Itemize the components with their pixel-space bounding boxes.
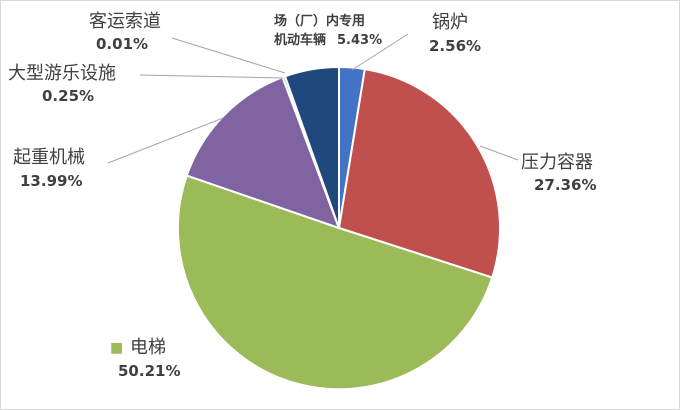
label-pct-boiler: 2.56%	[429, 37, 481, 55]
label-name-pressure-vessel: 压力容器	[521, 152, 593, 173]
label-name-vehicle-line1: 场（厂）内专用	[274, 13, 365, 29]
legend-marker-elevator: ■	[110, 340, 123, 356]
leader-line-ropeway	[171, 37, 286, 74]
label-pct-vehicle: 5.43%	[337, 33, 382, 48]
label-name-crane: 起重机械	[13, 147, 85, 168]
label-pct-amusement: 0.25%	[42, 87, 94, 105]
label-name-boiler: 锅炉	[432, 12, 468, 33]
label-pct-crane: 13.99%	[20, 172, 82, 190]
pie-slices	[176, 65, 501, 391]
label-name-ropeway: 客运索道	[89, 11, 161, 32]
label-name-elevator: 电梯	[130, 337, 166, 358]
leader-line-pressure-vessel	[479, 145, 519, 161]
pie-slice-pressure-vessel	[337, 67, 501, 279]
leader-line-crane	[107, 117, 224, 164]
pie-slice-crane	[185, 75, 341, 230]
leader-line-amusement	[139, 74, 284, 79]
data-labels: 锅炉 2.56% 压力容器 27.36% ■ 电梯 50.21% 起重机械 13…	[8, 11, 596, 380]
label-pct-ropeway: 0.01%	[96, 35, 148, 53]
leader-line-boiler	[351, 33, 409, 71]
label-pct-pressure-vessel: 27.36%	[534, 176, 596, 194]
label-name-vehicle-line2: 机动车辆	[274, 32, 326, 48]
label-pct-elevator: 50.21%	[118, 362, 180, 380]
label-name-amusement: 大型游乐设施	[8, 63, 116, 84]
leader-lines	[107, 33, 519, 164]
pie-slice-elevator	[176, 174, 494, 391]
pie-slice-vehicle	[283, 65, 340, 229]
